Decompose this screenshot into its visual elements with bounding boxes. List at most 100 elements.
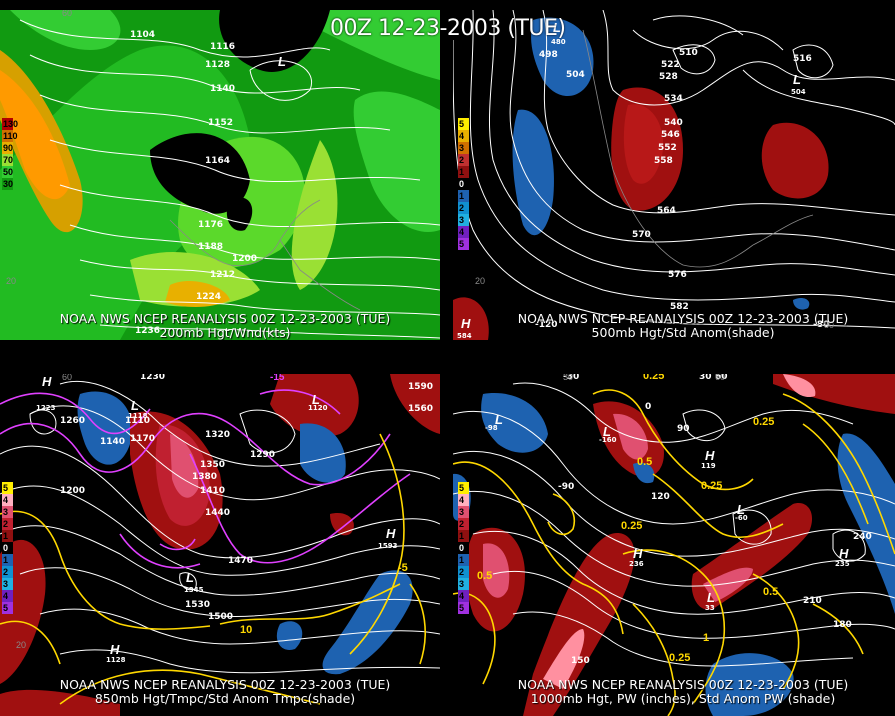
pw-label: 0.25 — [643, 374, 665, 382]
high-symbol: H — [42, 374, 52, 389]
pw-label: 0.5 — [637, 456, 653, 468]
panel-850mb: 5 4 3 2 1 0 1 2 3 4 5 1110 1140 1170 120… — [0, 374, 440, 716]
symbol-value: 480 — [551, 38, 566, 46]
low-symbol: L — [131, 398, 139, 413]
contour-label: 528 — [659, 72, 678, 82]
symbol-value: 1593 — [378, 542, 398, 550]
contour-label: 1170 — [130, 434, 156, 444]
contour-label: 570 — [632, 230, 651, 240]
edge-label: 20 — [475, 276, 486, 286]
low-symbol: L — [312, 392, 320, 407]
contour-label: 0 — [645, 402, 652, 412]
symbol-value: 1128 — [106, 656, 126, 664]
contour-label: -30 — [563, 374, 580, 382]
edge-label: -80 — [813, 320, 830, 330]
panel-caption: 500mb Hgt/Std Anom(shade) — [591, 325, 775, 340]
panel-caption: 200mb Hgt/Wnd(kts) — [159, 325, 291, 340]
symbol-value: 1120 — [308, 404, 328, 412]
contour-label: 1380 — [192, 472, 218, 482]
contour-label: 30 — [699, 374, 712, 382]
symbol-value: -160 — [599, 436, 617, 444]
high-symbol: H — [705, 448, 715, 463]
contour-label: 504 — [566, 70, 585, 80]
contour-label: 210 — [803, 596, 822, 606]
low-symbol: L — [603, 424, 611, 439]
panel-1000mb: 5 4 3 2 1 0 1 2 3 4 5 -90 -30 0 30 60 90… — [453, 374, 895, 716]
low-symbol: L — [737, 502, 745, 517]
high-symbol: H — [633, 546, 643, 561]
contour-label: 1188 — [198, 242, 224, 252]
edge-label: -120 — [535, 320, 558, 330]
contour-label: 1290 — [250, 450, 276, 460]
contour-label: 1350 — [200, 460, 226, 470]
contour-label: 1590 — [408, 382, 434, 392]
symbol-value: 584 — [457, 332, 472, 340]
panel-agency: NOAA NWS NCEP REANALYSIS 00Z 12-23-2003 … — [59, 677, 391, 692]
symbol-value: 119 — [701, 462, 716, 470]
high-symbol: H — [110, 642, 120, 657]
contour-label: 510 — [679, 48, 698, 58]
temp-label: -5 — [398, 562, 408, 574]
contour-label: 120 — [651, 492, 670, 502]
contour-label: 564 — [657, 206, 676, 216]
legend-850mb: 5 4 3 2 1 0 1 2 3 4 5 — [2, 482, 13, 614]
contour-label: 558 — [654, 156, 673, 166]
contour-label: 1212 — [210, 270, 236, 280]
contour-label: 516 — [793, 54, 812, 64]
low-symbol: L — [186, 570, 194, 585]
contour-label: 1200 — [232, 254, 258, 264]
contour-label: 1152 — [208, 118, 234, 128]
pw-label: 0.25 — [701, 480, 723, 492]
contour-label: -90 — [558, 482, 575, 492]
edge-label: 20 — [6, 276, 17, 286]
contour-label: 1500 — [208, 612, 234, 622]
contour-label: 522 — [661, 60, 680, 70]
contour-label: 1140 — [210, 84, 236, 94]
symbol-value: 1345 — [184, 586, 204, 594]
contour-label: 1230 — [140, 374, 166, 382]
high-symbol: H — [839, 546, 849, 561]
contour-label: 1224 — [196, 292, 222, 302]
symbol-value: 504 — [791, 88, 806, 96]
symbol-value: 1223 — [36, 404, 56, 412]
contour-label: 1140 — [100, 437, 126, 447]
contour-label: 1410 — [200, 486, 226, 496]
contour-label: 534 — [664, 94, 683, 104]
contour-label: 150 — [571, 656, 590, 666]
map-1000mb — [453, 374, 895, 716]
edge-label: 60 — [62, 374, 73, 382]
symbol-value: 33 — [705, 604, 715, 612]
contour-label: 1110 — [125, 416, 151, 426]
map-850mb — [0, 374, 440, 716]
high-symbol: H — [461, 316, 471, 331]
contour-label: 576 — [668, 270, 687, 280]
map-200mb — [0, 10, 440, 340]
symbol-value: 1118 — [128, 412, 148, 420]
contour-label: 240 — [853, 532, 872, 542]
contour-label: 1320 — [205, 430, 231, 440]
map-500mb — [453, 10, 895, 340]
contour-label: 1200 — [60, 486, 86, 496]
pw-label: 0.5 — [477, 570, 493, 582]
panel-agency: NOAA NWS NCEP REANALYSIS 00Z 12-23-2003 … — [517, 311, 849, 326]
contour-label: 498 — [539, 50, 558, 60]
contour-label: 1164 — [205, 156, 231, 166]
contour-label: 540 — [664, 118, 683, 128]
contour-label: 1470 — [228, 556, 254, 566]
symbol-value: 235 — [835, 560, 850, 568]
edge-label: 20 — [16, 640, 27, 650]
main-title: 00Z 12-23-2003 (TUE) — [330, 16, 566, 41]
contour-label: 1440 — [205, 508, 231, 518]
low-symbol: L — [278, 54, 286, 69]
low-symbol: L — [707, 590, 715, 605]
low-symbol: L — [553, 20, 561, 35]
symbol-value: -98 — [485, 424, 498, 432]
contour-label: 1236 — [135, 326, 161, 336]
contour-label: 1176 — [198, 220, 224, 230]
contour-label: 546 — [661, 130, 680, 140]
contour-label: 1104 — [130, 30, 156, 40]
contour-label: 1116 — [210, 42, 236, 52]
pw-label: 1 — [703, 632, 710, 644]
symbol-value: -80 — [821, 320, 835, 330]
low-symbol: L — [793, 72, 801, 87]
